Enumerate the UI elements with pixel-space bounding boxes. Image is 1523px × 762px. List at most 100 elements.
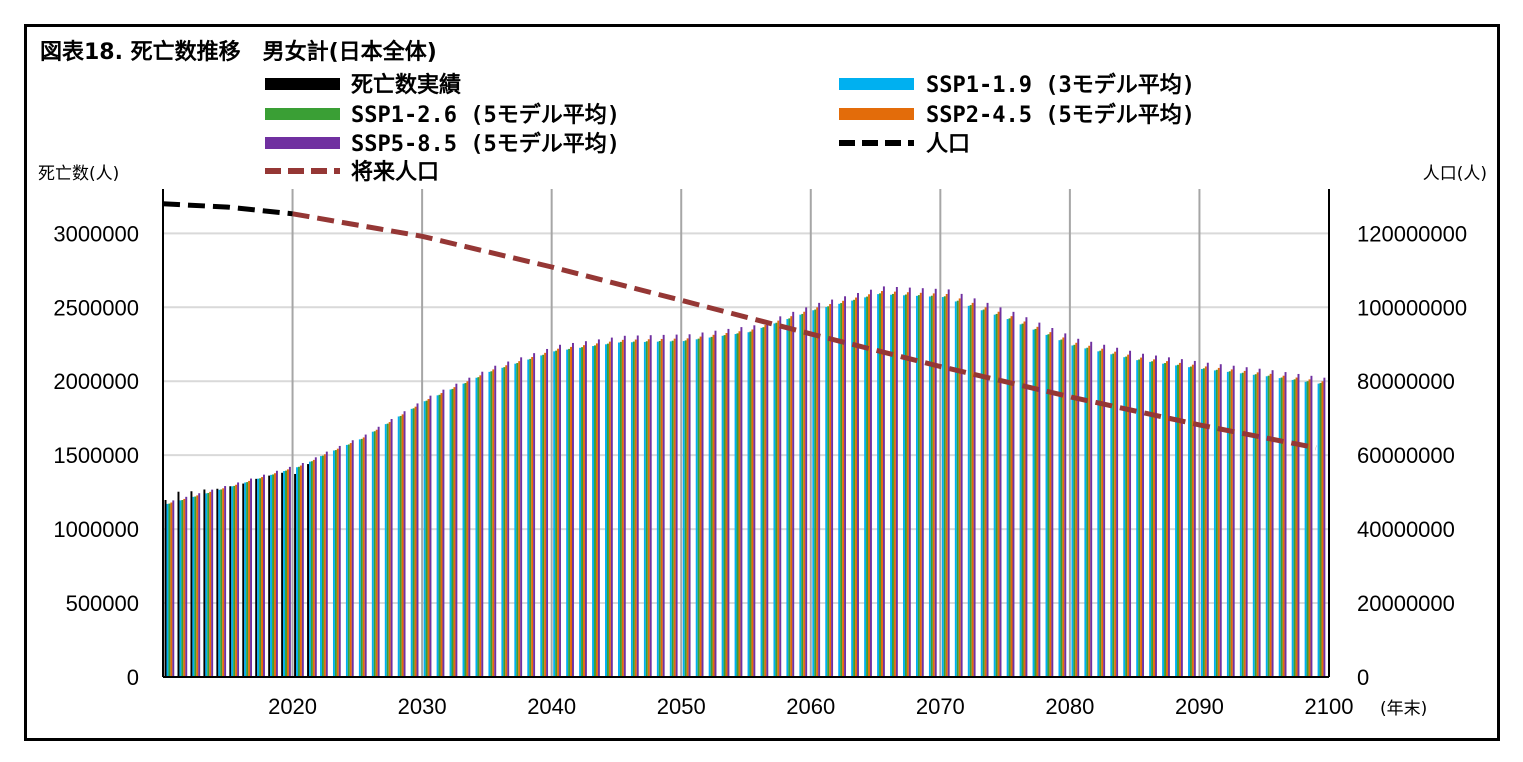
bar-ssp1-1.9 — [1123, 357, 1126, 677]
bar-ssp1-2.6 — [956, 300, 959, 677]
y-right-tick-label: 0 — [1357, 665, 1369, 690]
bar-ssp1-2.6 — [606, 343, 609, 677]
bar-actual-deaths — [203, 489, 206, 677]
bar-ssp1-2.6 — [710, 336, 713, 677]
bar-ssp2-4.5 — [816, 307, 819, 677]
bar-ssp2-4.5 — [209, 491, 212, 677]
y-right-tick-label: 20000000 — [1357, 591, 1455, 616]
bar-ssp5-8.5 — [1167, 357, 1170, 677]
bar-ssp1-1.9 — [579, 347, 582, 677]
death-population-chart: 図表18. 死亡数推移 男女計(日本全体) 死亡数実績 SSP1-1.9 (3モ… — [38, 39, 1487, 719]
bar-ssp1-1.9 — [1136, 360, 1139, 677]
bar-ssp5-8.5 — [1025, 317, 1028, 677]
bar-ssp1-2.6 — [788, 318, 791, 677]
bar-ssp2-4.5 — [686, 338, 689, 677]
bar-ssp1-1.9 — [205, 493, 208, 677]
bar-ssp5-8.5 — [869, 289, 872, 677]
bar-ssp2-4.5 — [1127, 354, 1130, 677]
bar-ssp1-1.9 — [1213, 370, 1216, 677]
bar-ssp2-4.5 — [621, 339, 624, 677]
bar-ssp2-4.5 — [842, 300, 845, 677]
bar-ssp5-8.5 — [714, 330, 717, 677]
bar-ssp5-8.5 — [364, 434, 367, 677]
bar-ssp5-8.5 — [301, 463, 304, 677]
y-left-tick-label: 2500000 — [53, 295, 139, 320]
bar-ssp1-2.6 — [943, 296, 946, 677]
bar-ssp5-8.5 — [908, 287, 911, 677]
bar-ssp5-8.5 — [649, 335, 652, 677]
bar-ssp1-1.9 — [397, 416, 400, 677]
bar-ssp2-4.5 — [440, 393, 443, 677]
bar-ssp2-4.5 — [183, 498, 186, 677]
bar-ssp1-1.9 — [812, 310, 815, 677]
bar-ssp1-1.9 — [423, 401, 426, 677]
bar-ssp1-1.9 — [1304, 381, 1307, 677]
legend-label-population: 人口 — [926, 132, 970, 157]
x-axis-title: (年末) — [1380, 699, 1427, 719]
bar-ssp1-2.6 — [775, 322, 778, 677]
bar-ssp2-4.5 — [1191, 364, 1194, 677]
legend-label-future-population: 将来人口 — [351, 159, 439, 185]
chart-title: 図表18. 死亡数推移 男女計(日本全体) — [40, 39, 437, 65]
bar-ssp1-2.6 — [995, 313, 998, 677]
bar-ssp1-1.9 — [1201, 368, 1203, 677]
bar-ssp1-2.6 — [321, 455, 324, 677]
bar-ssp2-4.5 — [570, 346, 572, 677]
bar-ssp1-1.9 — [592, 346, 595, 677]
bar-actual-deaths — [190, 491, 193, 677]
bar-ssp5-8.5 — [662, 334, 665, 677]
bar-ssp2-4.5 — [777, 320, 780, 677]
bar-ssp1-2.6 — [671, 340, 674, 677]
bar-ssp2-4.5 — [647, 339, 650, 677]
bar-ssp1-2.6 — [814, 309, 817, 677]
bar-ssp5-8.5 — [1245, 367, 1248, 677]
bar-ssp5-8.5 — [1051, 328, 1054, 677]
bar-ssp1-2.6 — [1215, 369, 1218, 677]
bar-ssp2-4.5 — [1140, 357, 1143, 677]
bar-ssp2-4.5 — [1114, 351, 1117, 677]
bar-ssp2-4.5 — [893, 291, 896, 677]
bar-ssp5-8.5 — [597, 339, 600, 677]
bar-ssp2-4.5 — [1230, 369, 1233, 677]
bar-actual-deaths — [255, 478, 258, 677]
bar-ssp5-8.5 — [468, 377, 471, 677]
bar-ssp5-8.5 — [172, 500, 175, 677]
legend-label-ssp119: SSP1-1.9 (3モデル平均) — [926, 72, 1195, 98]
bar-ssp2-4.5 — [248, 480, 251, 677]
bar-ssp1-2.6 — [233, 485, 236, 677]
bar-ssp5-8.5 — [688, 334, 691, 677]
bar-ssp1-1.9 — [320, 456, 322, 677]
bar-ssp1-2.6 — [904, 294, 907, 677]
bar-ssp1-2.6 — [259, 478, 262, 677]
bar-ssp5-8.5 — [1271, 370, 1274, 677]
legend-label-ssp126: SSP1-2.6 (5モデル平均) — [351, 102, 620, 128]
bar-ssp1-1.9 — [1149, 361, 1152, 677]
bar-ssp1-2.6 — [1125, 356, 1128, 677]
bar-ssp5-8.5 — [263, 474, 265, 677]
bar-ssp1-2.6 — [736, 333, 739, 677]
bar-ssp5-8.5 — [250, 478, 252, 677]
bar-ssp2-4.5 — [466, 381, 469, 677]
bar-ssp1-1.9 — [540, 355, 543, 677]
bar-ssp1-1.9 — [410, 408, 413, 677]
bar-ssp1-1.9 — [436, 395, 439, 677]
bar-ssp1-1.9 — [877, 294, 880, 677]
bar-ssp5-8.5 — [831, 299, 834, 677]
bar-ssp5-8.5 — [211, 489, 214, 677]
legend-swatch-actual-deaths — [265, 78, 340, 90]
bar-ssp2-4.5 — [1256, 372, 1259, 677]
bar-ssp1-1.9 — [1239, 373, 1242, 677]
x-tick-label: 2100 — [1305, 694, 1354, 719]
bar-ssp1-1.9 — [630, 342, 633, 677]
bar-ssp1-1.9 — [1162, 363, 1165, 677]
bar-ssp1-2.6 — [1060, 339, 1063, 677]
legend: 死亡数実績 SSP1-1.9 (3モデル平均) SSP1-2.6 (5モデル平均… — [265, 72, 1195, 185]
bar-ssp1-1.9 — [786, 319, 789, 677]
bar-ssp2-4.5 — [401, 414, 404, 677]
bar-ssp1-2.6 — [879, 293, 881, 677]
bar-ssp1-1.9 — [527, 359, 530, 677]
bar-ssp2-4.5 — [453, 387, 456, 677]
bar-ssp1-1.9 — [747, 332, 750, 677]
bar-ssp2-4.5 — [323, 454, 326, 677]
bar-ssp1-2.6 — [930, 295, 933, 677]
